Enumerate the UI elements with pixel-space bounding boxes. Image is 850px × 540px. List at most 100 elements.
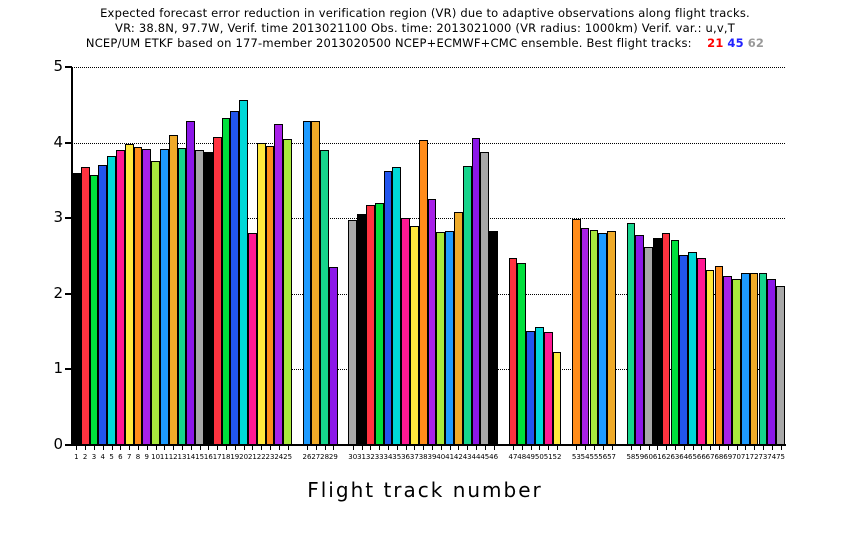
bar bbox=[462, 166, 472, 445]
x-tick-label: 43 bbox=[462, 453, 472, 461]
x-tick-label: 18 bbox=[221, 453, 231, 461]
bar bbox=[571, 218, 581, 445]
x-tick-label: 30 bbox=[348, 453, 358, 461]
x-tick bbox=[278, 445, 280, 450]
x-tick-label: 21 bbox=[247, 453, 257, 461]
bar bbox=[589, 230, 599, 445]
bar bbox=[410, 225, 419, 445]
x-tick-label: 5 bbox=[109, 453, 114, 461]
bar bbox=[758, 273, 768, 445]
x-tick bbox=[431, 445, 433, 450]
x-tick-label: 63 bbox=[670, 453, 680, 461]
x-tick-label: 61 bbox=[652, 453, 662, 461]
x-tick bbox=[475, 445, 477, 450]
bar bbox=[740, 273, 750, 445]
x-tick bbox=[467, 445, 469, 450]
x-tick bbox=[405, 445, 407, 450]
x-tick bbox=[611, 445, 613, 450]
x-tick bbox=[512, 445, 514, 450]
x-tick-label: 37 bbox=[409, 453, 419, 461]
x-tick-label: 64 bbox=[679, 453, 689, 461]
y-tick bbox=[65, 292, 72, 295]
bar bbox=[517, 262, 527, 445]
x-tick bbox=[648, 445, 650, 450]
bar bbox=[723, 275, 733, 445]
bar bbox=[98, 164, 108, 445]
bar bbox=[366, 204, 375, 445]
x-tick-label: 67 bbox=[705, 453, 715, 461]
bar bbox=[142, 149, 152, 445]
x-tick-label: 74 bbox=[767, 453, 777, 461]
x-tick-label: 69 bbox=[723, 453, 733, 461]
bar bbox=[212, 136, 222, 445]
bar bbox=[454, 212, 463, 445]
x-tick bbox=[585, 445, 587, 450]
x-tick-label: 12 bbox=[168, 453, 178, 461]
bar bbox=[776, 286, 785, 445]
x-tick-label: 6 bbox=[118, 453, 123, 461]
bar bbox=[221, 117, 231, 445]
bar bbox=[679, 255, 689, 445]
bar bbox=[89, 175, 99, 445]
bar bbox=[239, 99, 248, 445]
x-tick-label: 33 bbox=[374, 453, 384, 461]
x-tick bbox=[674, 445, 676, 450]
bar bbox=[480, 151, 490, 445]
y-tick bbox=[65, 217, 72, 220]
x-tick-label: 50 bbox=[534, 453, 544, 461]
bar bbox=[265, 146, 275, 445]
x-tick-label: 47 bbox=[508, 453, 518, 461]
x-tick bbox=[780, 445, 782, 450]
title-line-1: Expected forecast error reduction in ver… bbox=[100, 6, 750, 20]
bar bbox=[607, 231, 616, 445]
x-tick-label: 11 bbox=[159, 453, 169, 461]
x-tick-label: 4 bbox=[100, 453, 105, 461]
bar bbox=[543, 332, 553, 445]
x-tick-label: 40 bbox=[436, 453, 446, 461]
x-tick-label: 59 bbox=[635, 453, 645, 461]
x-tick-label: 60 bbox=[644, 453, 653, 461]
x-tick bbox=[333, 445, 335, 450]
bar bbox=[626, 222, 636, 445]
bar bbox=[445, 231, 454, 445]
x-tick-label: 20 bbox=[239, 453, 249, 461]
bar bbox=[374, 203, 384, 445]
x-tick-label: 19 bbox=[230, 453, 240, 461]
x-tick-label: 22 bbox=[256, 453, 266, 461]
x-tick-label: 45 bbox=[480, 453, 490, 461]
x-tick-label: 25 bbox=[283, 453, 293, 461]
bar bbox=[320, 150, 329, 445]
x-tick bbox=[762, 445, 764, 450]
bar bbox=[329, 266, 338, 445]
x-tick bbox=[324, 445, 326, 450]
x-tick-label: 44 bbox=[471, 453, 481, 461]
x-tick bbox=[414, 445, 416, 450]
x-tick bbox=[173, 445, 175, 450]
x-tick bbox=[261, 445, 263, 450]
x-tick bbox=[639, 445, 641, 450]
x-tick bbox=[484, 445, 486, 450]
x-tick-label: 66 bbox=[696, 453, 706, 461]
x-tick bbox=[93, 445, 95, 450]
x-tick-label: 35 bbox=[392, 453, 402, 461]
y-tick-label: 1 bbox=[53, 359, 63, 378]
x-tick bbox=[243, 445, 245, 450]
x-tick-label: 75 bbox=[776, 453, 786, 461]
x-tick-label: 65 bbox=[688, 453, 697, 461]
bar bbox=[552, 352, 562, 445]
y-tick-label: 4 bbox=[53, 132, 63, 151]
x-tick bbox=[710, 445, 712, 450]
bar bbox=[107, 156, 116, 445]
x-tick-label: 1 bbox=[74, 453, 79, 461]
bar bbox=[427, 199, 437, 445]
x-tick bbox=[657, 445, 659, 450]
best-track-2: 45 bbox=[727, 36, 744, 50]
x-tick bbox=[556, 445, 558, 450]
bar bbox=[177, 147, 187, 445]
bar bbox=[508, 258, 518, 445]
y-tick-label: 3 bbox=[53, 208, 63, 227]
x-tick bbox=[315, 445, 317, 450]
bar bbox=[526, 330, 535, 445]
bar bbox=[652, 237, 662, 445]
x-tick-label: 57 bbox=[607, 453, 617, 461]
